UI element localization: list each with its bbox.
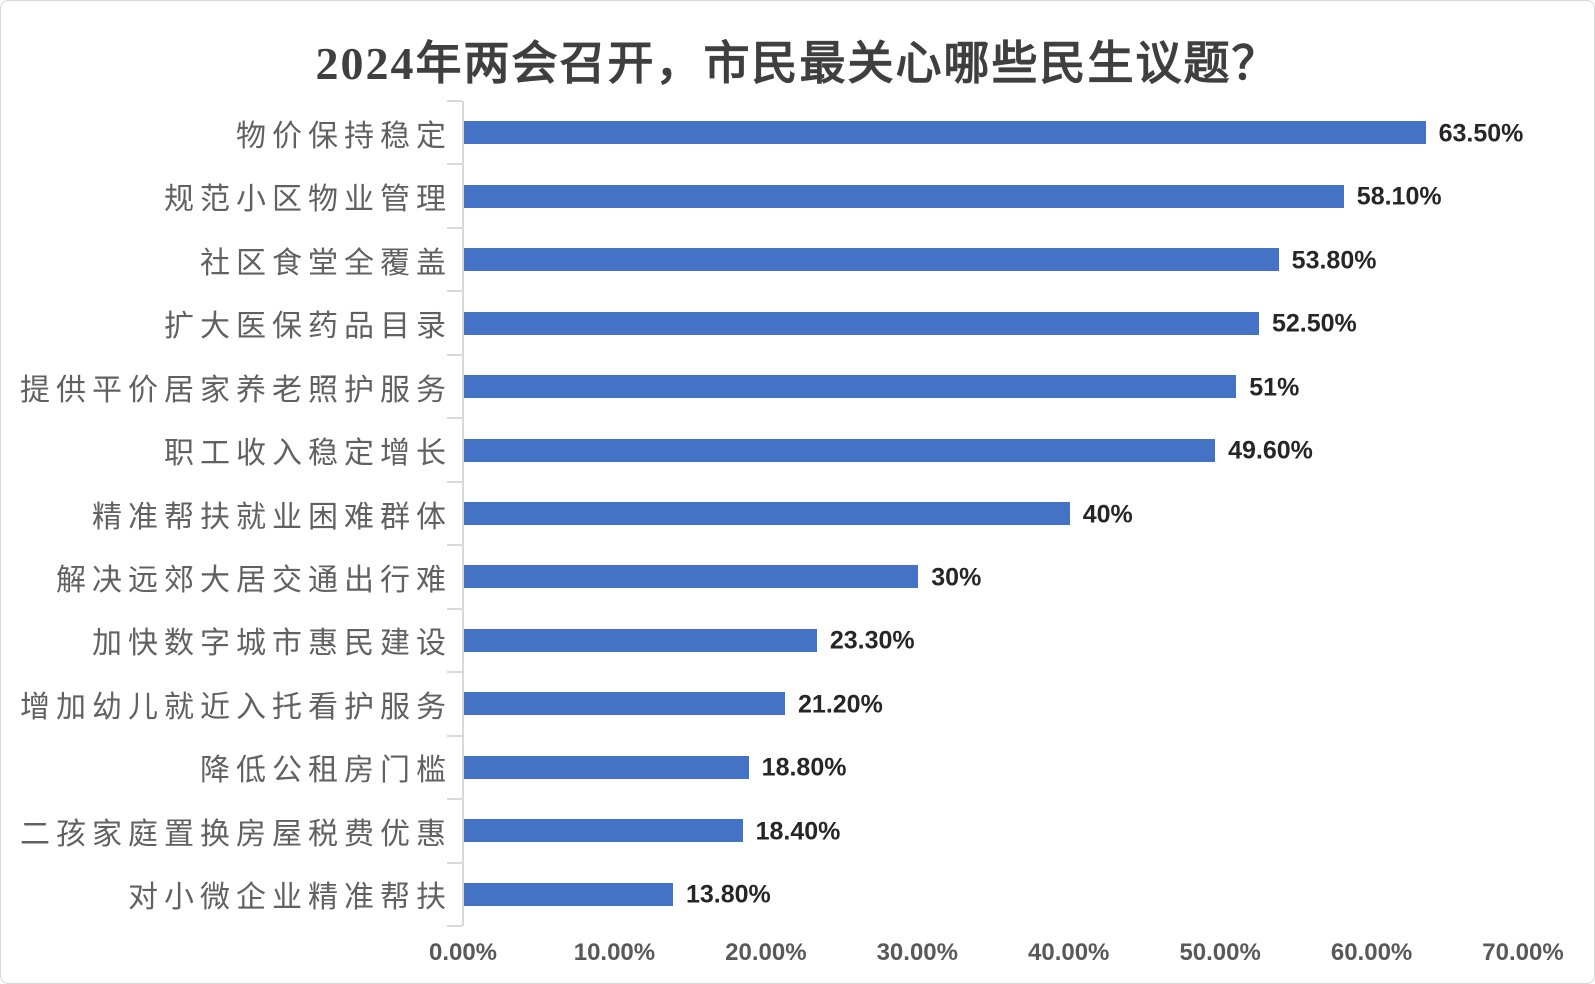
bar-value-label: 58.10%	[1356, 182, 1442, 211]
bar	[464, 502, 1070, 525]
category-label: 精准帮扶就业困难群体	[92, 500, 452, 534]
bar	[464, 565, 919, 589]
x-axis-label: 70.00%	[1482, 939, 1564, 966]
category-axis-tick	[447, 417, 462, 420]
bar	[464, 375, 1237, 399]
x-axis-label: 40.00%	[1028, 939, 1110, 966]
category-label: 社区食堂全覆盖	[200, 246, 452, 280]
bar-value-label: 21.20%	[798, 690, 883, 719]
bar	[464, 628, 817, 652]
bar-value-label: 53.80%	[1291, 246, 1377, 275]
x-axis-label: 0.00%	[428, 939, 498, 966]
category-label: 扩大医保药品目录	[164, 310, 452, 344]
bar-value-label: 18.40%	[755, 817, 841, 846]
bar	[464, 755, 749, 779]
category-axis-tick	[447, 734, 462, 737]
category-label: 职工收入稳定增长	[164, 437, 452, 471]
category-label: 解决远郊大居交通出行难	[56, 563, 452, 597]
category-axis-line	[462, 101, 464, 926]
category-axis-tick	[447, 480, 462, 483]
category-axis-tick	[447, 671, 462, 674]
category-label: 物价保持稳定	[236, 119, 452, 153]
bar	[464, 819, 743, 843]
chart-title: 2024年两会召开，市民最关心哪些民生议题？	[315, 38, 1280, 89]
category-label: 提供平价居家养老照护服务	[20, 373, 452, 407]
category-axis-tick	[447, 607, 462, 610]
x-axis-label: 60.00%	[1330, 939, 1413, 966]
bar	[464, 438, 1216, 462]
x-axis-label: 30.00%	[876, 939, 958, 966]
bar	[464, 311, 1259, 335]
category-label: 降低公租房门槛	[200, 754, 452, 788]
bar-value-label: 40%	[1082, 500, 1133, 528]
category-label: 加快数字城市惠民建设	[92, 627, 452, 661]
category-label: 增加幼儿就近入托看护服务	[20, 690, 452, 724]
bar-value-label: 51%	[1249, 373, 1300, 402]
bar	[464, 882, 673, 906]
bar	[464, 184, 1344, 208]
x-axis-label: 50.00%	[1179, 939, 1261, 966]
bar	[464, 692, 786, 716]
bar-value-label: 18.80%	[761, 753, 847, 782]
category-axis-tick	[447, 226, 462, 229]
bar-value-label: 23.30%	[829, 626, 915, 655]
category-axis-tick	[447, 353, 462, 356]
category-label: 规范小区物业管理	[164, 183, 452, 217]
category-axis-tick	[447, 861, 462, 864]
category-axis-tick	[447, 544, 462, 547]
x-axis-label: 10.00%	[573, 939, 656, 966]
plot-area: 63.50% 58.10% 53.80% 52.50% 51% 49.60% 40% 30% 2…	[447, 100, 1524, 927]
bar	[464, 121, 1426, 145]
bar-value-label: 52.50%	[1272, 309, 1357, 338]
bar-value-label: 13.80%	[685, 880, 771, 909]
category-axis-tick	[447, 163, 462, 166]
bar-value-label: 30%	[931, 563, 982, 592]
category-axis-tick	[447, 798, 462, 801]
category-axis-tick	[447, 290, 462, 293]
bar-value-label: 49.60%	[1228, 436, 1313, 465]
bar	[464, 248, 1279, 272]
bar-value-label: 63.50%	[1438, 119, 1524, 148]
category-axis-tick	[447, 925, 462, 927]
category-label: 对小微企业精准帮扶	[128, 881, 452, 915]
category-axis-tick	[447, 100, 462, 102]
category-label: 二孩家庭置换房屋税费优惠	[20, 817, 452, 851]
x-axis-label: 20.00%	[725, 939, 807, 966]
